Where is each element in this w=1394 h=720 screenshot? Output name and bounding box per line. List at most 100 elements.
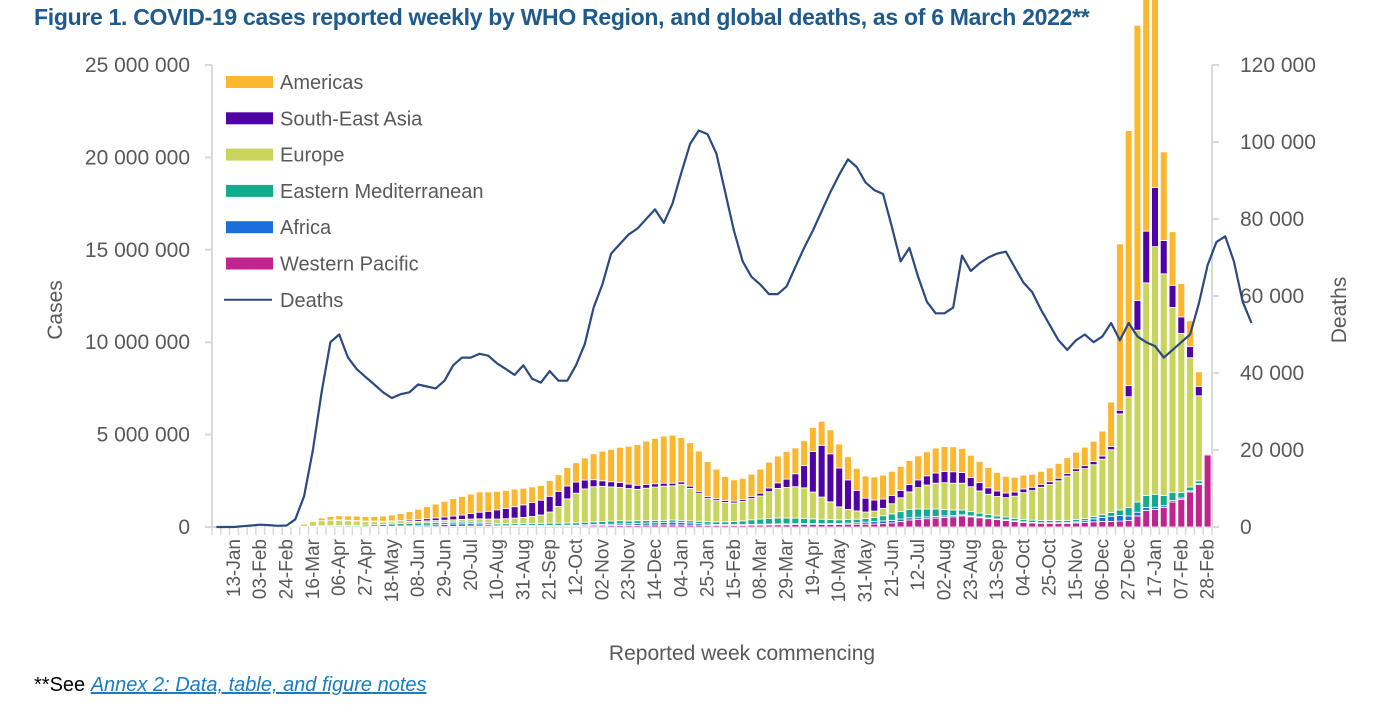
- x-tick-label: 27-Apr: [356, 538, 377, 596]
- bar-eastern-mediterranean: [1151, 493, 1159, 508]
- bar-europe: [1080, 468, 1089, 519]
- x-tick-label: 10-Aug: [487, 539, 508, 600]
- legend-swatch-europe: [226, 148, 273, 161]
- y2-tick-label: 120 000: [1240, 54, 1316, 77]
- bar-americas: [352, 515, 361, 521]
- bar-western-pacific: [1186, 491, 1194, 528]
- bar-americas: [466, 493, 475, 514]
- bar-americas: [695, 450, 703, 493]
- legend-label: Eastern Mediterranean: [280, 181, 483, 203]
- bar-americas: [1063, 457, 1072, 474]
- bar-south-east-asia: [642, 484, 651, 489]
- bar-europe: [1116, 413, 1124, 511]
- x-tick-label: 18-May: [382, 539, 403, 603]
- bar-eastern-mediterranean: [817, 518, 826, 525]
- bar-americas: [388, 514, 396, 522]
- bar-europe: [703, 498, 712, 523]
- x-tick-label: 24-Feb: [277, 539, 298, 599]
- deaths-line-group: [216, 129, 1253, 529]
- bar-europe: [809, 491, 817, 520]
- bar-south-east-asia: [659, 482, 668, 487]
- bar-south-east-asia: [616, 482, 624, 488]
- bar-western-pacific: [1054, 522, 1063, 528]
- legend-swatch-africa: [226, 221, 273, 234]
- bar-europe: [1063, 475, 1072, 521]
- bar-eastern-mediterranean: [1133, 501, 1142, 513]
- bar-south-east-asia: [1098, 455, 1107, 460]
- bar-americas: [554, 474, 563, 492]
- axes: 0 5 000 000 10 000 000 15 000 000 20 000 000…: [85, 54, 1316, 602]
- annex-link[interactable]: Annex 2: Data, table, and figure notes: [90, 674, 427, 696]
- x-tick-label: 13-Jan: [224, 539, 245, 597]
- bar-europe: [931, 482, 940, 510]
- bar-americas: [335, 515, 344, 521]
- bar-europe: [738, 501, 747, 522]
- bar-americas: [993, 472, 1001, 492]
- bar-americas: [923, 451, 931, 477]
- figure-title: Figure 1. COVID-19 cases reported weekly…: [34, 4, 1090, 30]
- bar-europe: [870, 510, 879, 518]
- bar-americas: [1045, 467, 1054, 483]
- bar-americas: [326, 516, 335, 521]
- bar-americas: [519, 487, 528, 506]
- bar-europe: [1054, 480, 1063, 521]
- x-tick-label: 31-Aug: [513, 539, 534, 600]
- y2-tick-label: 80 000: [1240, 208, 1304, 231]
- bar-europe: [1124, 396, 1133, 508]
- bar-western-pacific: [1063, 522, 1072, 528]
- x-tick-label: 06-Dec: [1092, 539, 1113, 600]
- bar-americas: [1195, 371, 1203, 387]
- bar-europe: [1002, 497, 1010, 518]
- bar-europe: [984, 493, 993, 516]
- bar-africa: [1116, 515, 1124, 522]
- bar-americas: [1116, 243, 1124, 411]
- bar-europe: [519, 516, 528, 525]
- y-tick-label: 25 000 000: [85, 54, 190, 77]
- bar-americas: [747, 473, 756, 497]
- bar-africa: [1133, 511, 1142, 517]
- bar-western-pacific: [1098, 521, 1107, 528]
- bar-europe: [554, 506, 563, 524]
- bar-south-east-asia: [1195, 386, 1203, 397]
- bar-western-pacific: [888, 522, 896, 528]
- bar-americas: [765, 461, 773, 489]
- bar-western-pacific: [1037, 522, 1045, 528]
- bar-western-pacific: [256, 526, 265, 528]
- bar-europe: [598, 485, 607, 522]
- bar-europe: [721, 502, 729, 523]
- bar-americas: [484, 491, 493, 512]
- bar-south-east-asia: [1142, 230, 1151, 284]
- bar-americas: [502, 490, 510, 509]
- bar-europe: [993, 496, 1001, 517]
- bar-europe: [309, 521, 317, 527]
- bar-americas: [1028, 473, 1036, 488]
- bar-south-east-asia: [984, 487, 993, 495]
- bar-europe: [1019, 492, 1028, 520]
- bar-europe: [659, 485, 668, 521]
- bar-europe: [1177, 333, 1186, 493]
- bar-europe: [326, 519, 335, 527]
- bar-western-pacific: [1159, 507, 1168, 528]
- bar-europe: [1089, 464, 1098, 517]
- bar-western-pacific: [844, 523, 852, 528]
- legend-label: Africa: [280, 217, 332, 239]
- bar-south-east-asia: [782, 478, 791, 488]
- bar-americas: [800, 440, 808, 467]
- bar-south-east-asia: [896, 490, 905, 499]
- bar-europe: [642, 487, 651, 521]
- bar-western-pacific: [949, 516, 958, 528]
- bar-eastern-mediterranean: [966, 511, 975, 517]
- bar-eastern-mediterranean: [923, 508, 931, 518]
- bar-south-east-asia: [1002, 492, 1010, 499]
- x-tick-label: 29-Jun: [434, 539, 455, 597]
- bar-europe: [914, 487, 922, 510]
- bar-eastern-mediterranean: [896, 511, 905, 520]
- bar-americas: [870, 476, 879, 501]
- bar-south-east-asia: [791, 473, 800, 488]
- bar-americas: [414, 508, 422, 520]
- bar-south-east-asia: [466, 513, 475, 520]
- bar-americas: [370, 516, 379, 522]
- bar-south-east-asia: [923, 475, 931, 486]
- bar-eastern-mediterranean: [861, 518, 870, 523]
- bar-eastern-mediterranean: [782, 517, 791, 525]
